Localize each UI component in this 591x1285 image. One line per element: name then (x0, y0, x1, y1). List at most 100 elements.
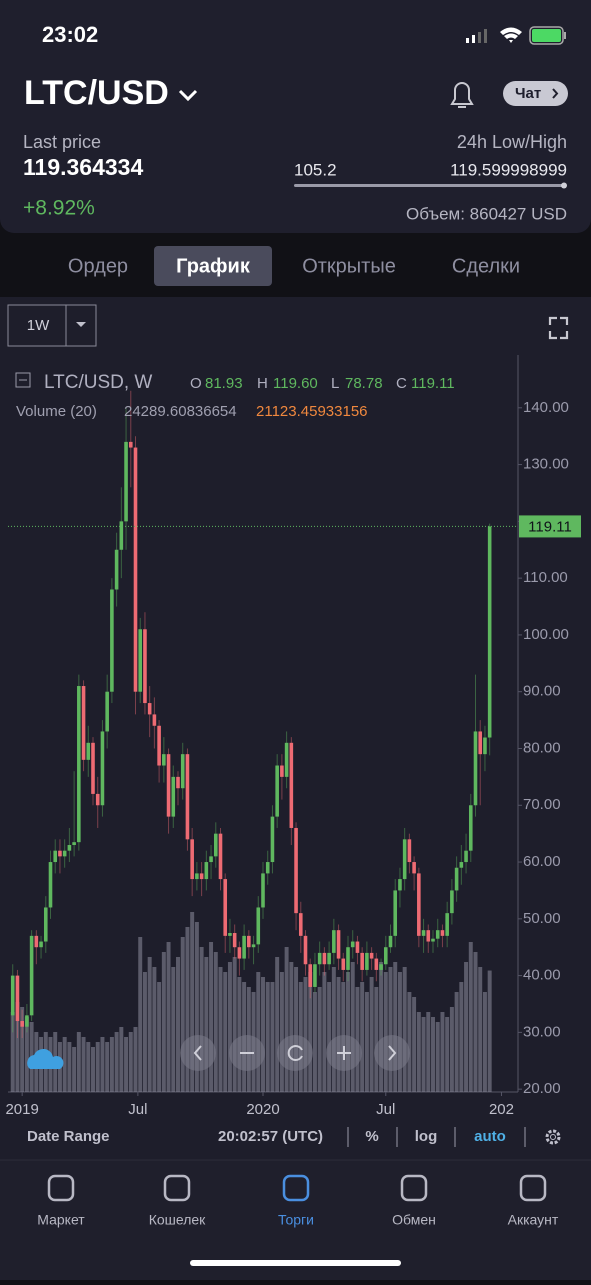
interval-dropdown[interactable] (76, 322, 86, 327)
high: 119.599998999 (450, 160, 567, 179)
candle-body (365, 952, 369, 970)
candle-body (232, 933, 237, 948)
chart-nav-buttons (180, 1035, 410, 1071)
range-bar (294, 184, 565, 187)
utc-time[interactable]: 20:02:57 (UTC) (218, 1128, 323, 1145)
volume-bar (190, 912, 195, 1092)
candle-body (454, 867, 459, 891)
volume-bar (393, 962, 398, 1092)
pair[interactable]: LTC/USD (24, 74, 169, 112)
tab[interactable]: Ордер (68, 255, 128, 277)
range-marker (561, 182, 567, 189)
log-toggle[interactable]: log (415, 1128, 438, 1145)
tab[interactable]: График (176, 255, 251, 277)
volume-bar (317, 987, 322, 1092)
volume-bar (327, 982, 332, 1092)
reset[interactable] (277, 1035, 313, 1071)
nav-label[interactable]: Кошелек (149, 1212, 206, 1228)
candle-body (289, 742, 294, 828)
nav-label[interactable]: Маркет (37, 1212, 85, 1228)
candle-body (435, 930, 440, 939)
volume-bar (157, 982, 162, 1092)
nav-icon[interactable] (47, 1174, 75, 1202)
candle-body (251, 944, 256, 948)
candle-body (162, 754, 166, 766)
scroll-right[interactable] (374, 1035, 410, 1071)
candle-body (468, 805, 473, 851)
candle-body (72, 842, 76, 846)
y-tick-label: 70.00 (523, 796, 561, 813)
scroll-left[interactable] (180, 1035, 216, 1071)
candle-body (204, 862, 209, 880)
candle-body (355, 941, 360, 953)
candle-body (138, 629, 143, 692)
volume-bar (464, 962, 469, 1092)
candle-body (43, 907, 48, 942)
legend-h-value: 119.60 (273, 375, 318, 392)
y-tick-label: 30.00 (523, 1023, 561, 1040)
volume-label: Volume (20) (16, 403, 97, 420)
auto-toggle[interactable]: auto (474, 1128, 506, 1145)
tab[interactable]: Сделки (452, 255, 520, 277)
volume-bar (473, 952, 478, 1092)
volume-bar (360, 982, 365, 1092)
candle-body (265, 862, 270, 874)
nav-icon[interactable] (400, 1174, 428, 1202)
candle-body (398, 879, 402, 891)
volume-bar (91, 1047, 95, 1092)
percent-toggle[interactable]: % (365, 1128, 378, 1145)
candle-body (464, 850, 468, 863)
candle-body (417, 873, 421, 936)
chat-button[interactable] (503, 81, 568, 106)
nav-icon[interactable] (282, 1174, 310, 1202)
legend-c: C (396, 375, 407, 392)
date-range[interactable]: Date Range (27, 1128, 110, 1145)
candle-body (303, 935, 308, 965)
volume-bar (95, 1042, 100, 1092)
volume-bar (388, 967, 393, 1092)
y-tick-label: 110.00 (523, 569, 568, 586)
candle-body (53, 850, 58, 863)
nav-icon[interactable] (163, 1174, 191, 1202)
volume-bar (213, 952, 218, 1092)
nav-icon[interactable] (519, 1174, 547, 1202)
y-tick-label: 130.00 (523, 456, 569, 473)
volume-bar (454, 992, 459, 1092)
volume-bar (412, 997, 417, 1092)
fullscreen-icon[interactable] (548, 316, 569, 340)
chat-label[interactable]: Чат (515, 85, 541, 102)
volume-bar (261, 977, 265, 1092)
volume-bar (445, 1017, 450, 1092)
candle-body (147, 703, 152, 715)
nav-label[interactable]: Аккаунт (508, 1212, 559, 1228)
home-indicator (190, 1260, 401, 1266)
volume-bar (76, 1032, 81, 1092)
candle-body (383, 947, 388, 965)
bell-icon[interactable] (450, 82, 474, 108)
candle-body (308, 964, 313, 987)
pair-chevron[interactable] (178, 89, 198, 102)
tab[interactable]: Открытые (302, 255, 396, 277)
bottom-separators (347, 1127, 526, 1147)
candle-body (407, 839, 412, 863)
nav-label[interactable]: Торги (278, 1212, 314, 1228)
candle-body (280, 765, 284, 777)
volume-bar (133, 1027, 138, 1092)
volume-bar (294, 967, 299, 1092)
volume-bar (114, 1032, 119, 1092)
settings-icon[interactable] (545, 1129, 561, 1145)
candle-body (242, 935, 246, 959)
candle-body (473, 731, 478, 806)
legend-collapse[interactable] (15, 372, 31, 388)
interval-box[interactable] (7, 304, 97, 347)
header-top (0, 0, 591, 20)
nav-label[interactable]: Обмен (392, 1212, 436, 1228)
interval[interactable]: 1W (27, 317, 50, 334)
volume-bar (289, 962, 294, 1092)
candle-body (133, 447, 138, 692)
volume-bar (421, 1017, 426, 1092)
volume-bar (161, 952, 166, 1092)
volume-bar (322, 972, 327, 1092)
